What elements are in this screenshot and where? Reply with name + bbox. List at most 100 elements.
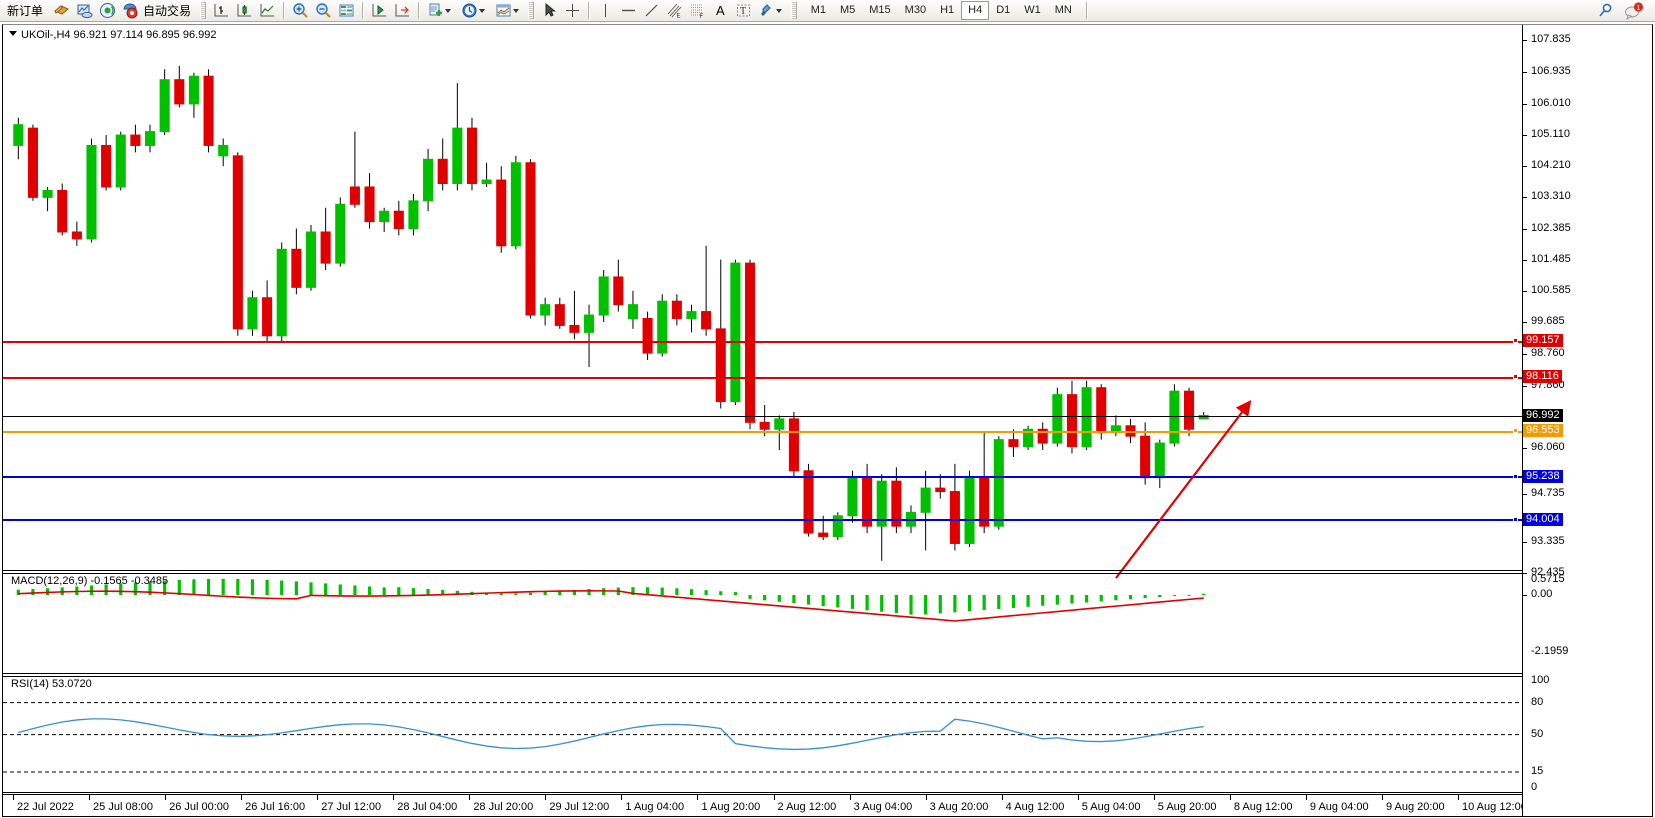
- text-button[interactable]: A: [709, 1, 732, 21]
- timeframe-button-h4[interactable]: H4: [961, 1, 990, 20]
- drawings-icon: [758, 2, 775, 19]
- signals-button[interactable]: [96, 1, 119, 21]
- chart-shift-button[interactable]: [391, 1, 414, 21]
- svg-text:T: T: [740, 6, 746, 17]
- chevron-down-icon[interactable]: [775, 8, 782, 13]
- bar-chart-button[interactable]: [210, 1, 233, 21]
- price-level-handle[interactable]: [1513, 516, 1518, 522]
- cursor-button[interactable]: [538, 1, 561, 21]
- price-level-handle[interactable]: [1513, 338, 1518, 344]
- chart-menu-caret-icon[interactable]: [9, 31, 17, 36]
- price-axis[interactable]: 107.835 106.935 106.010 105.110 104.210 103.3…: [1522, 25, 1652, 816]
- indicators-button[interactable]: [424, 1, 458, 21]
- price-axis-label: 102.385: [1531, 222, 1571, 235]
- time-axis-label: 4 Aug 12:00: [1005, 801, 1065, 813]
- price-axis-label: 96.060: [1531, 440, 1565, 453]
- market-watch-icon: [76, 2, 93, 19]
- chevron-down-icon[interactable]: [445, 8, 452, 13]
- price-level-chip[interactable]: 96.992: [1523, 409, 1563, 423]
- price-level-chip[interactable]: 99.157: [1523, 334, 1563, 348]
- symbol-header[interactable]: UKOil-,H4 96.921 97.114 96.895 96.992: [9, 29, 217, 41]
- timeframe-button-m15[interactable]: M15: [869, 4, 891, 16]
- auto-trading-label: 自动交易: [143, 4, 192, 18]
- rsi-axis-label: 50: [1531, 727, 1544, 740]
- timeframe-button-h1[interactable]: H1: [940, 4, 955, 16]
- drawings-button[interactable]: [755, 1, 789, 21]
- price-level-handle[interactable]: [1513, 428, 1518, 434]
- price-plot-area[interactable]: MACD(12,26,9) -0.1565 -0.3485 RSI(14) 53…: [3, 25, 1522, 816]
- price-level-chip[interactable]: 95.238: [1523, 469, 1563, 483]
- timeframe-button-m30[interactable]: M30: [904, 4, 927, 16]
- toolbar-separator-5: [1085, 2, 1088, 19]
- time-axis-tick: [13, 795, 14, 800]
- price-level-chip[interactable]: 94.004: [1523, 512, 1563, 526]
- equidistant-channel-button[interactable]: E: [663, 1, 686, 21]
- chart-inner[interactable]: UKOil-,H4 96.921 97.114 96.895 96.992 MA…: [2, 24, 1653, 817]
- toolbar-grip-2[interactable]: [528, 2, 535, 19]
- time-axis-label: 10 Aug 12:00: [1462, 801, 1522, 813]
- timeframe-button-m1[interactable]: M1: [810, 4, 826, 16]
- price-axis-label: 99.685: [1531, 315, 1565, 328]
- price-level-chip[interactable]: 96.553: [1523, 424, 1563, 438]
- toolbar-grip-3[interactable]: [790, 2, 797, 19]
- label-button[interactable]: T: [732, 1, 755, 21]
- chevron-down-icon[interactable]: [479, 8, 486, 13]
- toolbar-grip-1[interactable]: [200, 2, 207, 19]
- time-axis-tick: [1001, 795, 1003, 800]
- search-button[interactable]: [1594, 1, 1617, 21]
- toolbar-separator-1: [283, 2, 286, 19]
- new-order-label: 新订单: [7, 4, 44, 18]
- price-level-line[interactable]: [3, 415, 1522, 417]
- chevron-down-icon[interactable]: [513, 8, 520, 13]
- fibonacci-button[interactable]: F: [686, 1, 709, 21]
- timeframe-button-w1[interactable]: W1: [1024, 4, 1041, 16]
- price-level-handle[interactable]: [1513, 374, 1518, 380]
- price-level-line[interactable]: [3, 519, 1522, 522]
- market-watch-button[interactable]: [73, 1, 96, 21]
- price-level-chip[interactable]: 98.116: [1523, 370, 1562, 384]
- price-axis-tick: [1523, 542, 1527, 544]
- timeframe-group[interactable]: M1 M5 M15 M30 H1 H4 D1 W1 MN: [801, 1, 1082, 21]
- price-axis-tick: [1523, 197, 1527, 198]
- time-axis-label: 27 Jul 12:00: [321, 801, 382, 813]
- timeframe-button-mn[interactable]: MN: [1054, 4, 1072, 16]
- expert-advisor-button[interactable]: [50, 1, 73, 21]
- chart-window[interactable]: UKOil-,H4 96.921 97.114 96.895 96.992 MA…: [0, 22, 1655, 818]
- zoom-out-button[interactable]: [312, 1, 335, 21]
- horizontal-line-button[interactable]: [617, 1, 640, 21]
- time-axis[interactable]: 22 Jul 2022 25 Jul 08:00 26 Jul 00:00 26 Ju…: [3, 794, 1522, 816]
- price-level-line[interactable]: [3, 376, 1522, 379]
- price-axis-tick: [1523, 447, 1527, 449]
- price-axis-tick: [1523, 229, 1527, 231]
- zoom-in-button[interactable]: [289, 1, 312, 21]
- vertical-line-button[interactable]: [594, 1, 617, 21]
- time-axis-label: 29 Jul 12:00: [549, 801, 610, 813]
- rsi-label: RSI(14) 53.0720: [11, 678, 92, 690]
- candlestick-chart-button[interactable]: [233, 1, 256, 21]
- price-axis-label: 105.110: [1531, 127, 1570, 140]
- price-level-line[interactable]: [3, 476, 1522, 479]
- chat-button[interactable]: 1: [1621, 1, 1647, 21]
- time-axis-label: 9 Aug 04:00: [1309, 801, 1369, 813]
- new-order-button[interactable]: 新订单: [0, 1, 50, 21]
- timeframe-button-d1[interactable]: D1: [996, 4, 1011, 16]
- trendline-button[interactable]: [640, 1, 663, 21]
- price-axis-label: 106.010: [1531, 96, 1571, 109]
- time-axis-label: 2 Aug 12:00: [777, 801, 837, 813]
- period-icon: [461, 2, 478, 19]
- auto-trading-button[interactable]: 自动交易: [119, 1, 198, 21]
- timeframe-button-m5[interactable]: M5: [839, 4, 856, 16]
- price-level-handle[interactable]: [1513, 473, 1518, 479]
- time-axis-label: 3 Aug 20:00: [929, 801, 989, 813]
- line-chart-button[interactable]: [256, 1, 279, 21]
- templates-button[interactable]: [492, 1, 526, 21]
- data-window-button[interactable]: [335, 1, 358, 21]
- price-level-line[interactable]: [3, 430, 1522, 433]
- price-level-line[interactable]: [3, 340, 1522, 343]
- rsi-axis-label: 80: [1531, 695, 1544, 708]
- period-button[interactable]: [458, 1, 492, 21]
- crosshair-button[interactable]: [561, 1, 584, 21]
- scroll-end-icon: [371, 2, 388, 19]
- scroll-end-button[interactable]: [368, 1, 391, 21]
- main-toolbar[interactable]: 新订单: [0, 0, 1655, 22]
